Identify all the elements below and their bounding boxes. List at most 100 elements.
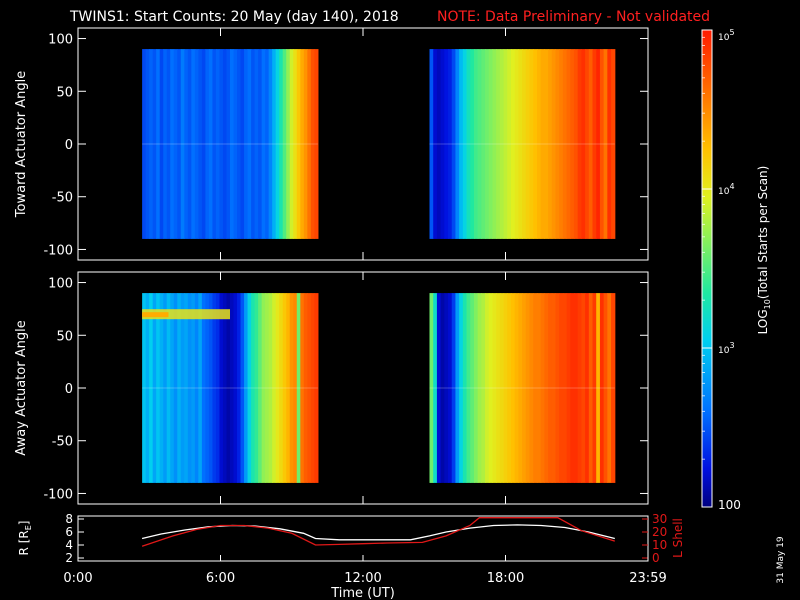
heatmap-cell — [433, 293, 438, 483]
time-axis-label: Time (UT) — [330, 586, 395, 600]
heatmap-cell — [555, 293, 560, 483]
heatmap-cell — [170, 293, 175, 483]
heatmap-cell — [603, 49, 608, 239]
heatmap-cell — [191, 293, 196, 483]
heatmap-cell — [444, 49, 449, 239]
heatmap-cell — [448, 293, 453, 483]
heatmap-zero-line — [429, 143, 615, 145]
heatmap-cell — [596, 293, 601, 483]
heatmap-cell — [293, 49, 298, 239]
heatmap-cell — [611, 293, 616, 483]
orbit-y2label: L Shell — [671, 518, 685, 558]
heatmap-cell — [548, 293, 553, 483]
heatmap-cell — [170, 49, 175, 239]
heatmap-cell — [180, 49, 185, 239]
heatmap-cell — [198, 293, 203, 483]
heatmap-cell — [142, 49, 147, 239]
away-heatmap — [142, 293, 616, 483]
heatmap-cell — [156, 293, 161, 483]
heatmap-cell — [429, 49, 434, 239]
heatmap-cell — [187, 293, 192, 483]
colorbar-tick-exp: 3 — [729, 341, 734, 350]
colorbar-tick-exp: 5 — [729, 28, 734, 37]
heatmap-cell — [279, 49, 284, 239]
heatmap-cell — [300, 293, 305, 483]
heatmap-cell — [499, 49, 505, 239]
heatmap-cell — [559, 293, 564, 483]
heatmap-cell — [603, 293, 608, 483]
heatmap-cell — [588, 293, 594, 483]
lshell-tick-label: 30 — [652, 512, 667, 526]
heatmap-cell — [533, 293, 538, 483]
orbit-ylabel-sub: E — [24, 525, 33, 530]
heatmap-cell — [300, 49, 305, 239]
heatmap-cell — [544, 49, 549, 239]
heatmap-cell — [581, 293, 586, 483]
heatmap-cell — [222, 49, 228, 239]
heatmap-cell — [548, 49, 553, 239]
heatmap-cell — [205, 49, 210, 239]
y-tick-label: -50 — [52, 191, 73, 206]
heatmap-cell — [559, 49, 564, 239]
heatmap-cell — [152, 293, 157, 483]
heatmap-cell — [310, 49, 315, 239]
heatmap-cell — [314, 293, 319, 483]
heatmap-cell — [499, 293, 505, 483]
heatmap-cell — [503, 49, 508, 239]
heatmap-cell — [194, 293, 199, 483]
colorbar-tick-label: 100 — [718, 498, 741, 512]
heatmap-cell — [156, 49, 161, 239]
heatmap-cell — [429, 293, 434, 483]
heatmap-cell — [159, 49, 164, 239]
heatmap-cell — [570, 293, 575, 483]
heatmap-cell — [536, 293, 542, 483]
heatmap-cell — [477, 49, 482, 239]
heatmap-cell — [226, 293, 231, 483]
y-tick-label: 100 — [48, 277, 73, 292]
heatmap-cell — [522, 49, 527, 239]
heatmap-zero-line — [142, 387, 318, 389]
heatmap-cell — [152, 49, 157, 239]
heatmap-cell — [514, 293, 520, 483]
heatmap-cell — [275, 49, 280, 239]
heatmap-cell — [254, 293, 259, 483]
heatmap-cell — [215, 49, 221, 239]
colorbar-gradient — [701, 29, 713, 508]
heatmap-cell — [247, 293, 252, 483]
heatmap-cell — [514, 49, 520, 239]
heatmap-cell — [488, 49, 494, 239]
heatmap-cell — [566, 293, 571, 483]
y-tick-label: 0 — [65, 138, 73, 153]
heatmap-cell — [261, 49, 266, 239]
heatmap-cell — [310, 293, 315, 483]
heatmap-cell — [191, 49, 196, 239]
y-tick-label: 0 — [65, 382, 73, 397]
heatmap-cell — [544, 293, 549, 483]
heatmap-cell — [314, 49, 319, 239]
heatmap-band — [142, 309, 230, 320]
heatmap-cell — [503, 293, 508, 483]
heatmap-cell — [275, 293, 280, 483]
heatmap-cell — [251, 49, 256, 239]
heatmap-cell — [212, 49, 217, 239]
heatmap-cell — [268, 293, 273, 483]
heatmap-cell — [282, 49, 287, 239]
heatmap-cell — [149, 293, 154, 483]
heatmap-cell — [518, 49, 523, 239]
orbit-ylabel-main: R [R — [17, 530, 31, 555]
heatmap-cell — [247, 49, 252, 239]
heatmap-cell — [529, 49, 534, 239]
heatmap-cell — [303, 293, 308, 483]
heatmap-cell — [577, 49, 583, 239]
x-tick-label: 23:59 — [629, 571, 666, 586]
heatmap-cell — [237, 49, 242, 239]
heatmap-cell — [477, 293, 482, 483]
heatmap-cell — [145, 293, 150, 483]
toward-axis: -100 -50 0 50 100 — [43, 28, 649, 260]
heatmap-cell — [525, 293, 531, 483]
x-tick-label: 0:00 — [63, 571, 92, 586]
heatmap-cell — [451, 49, 457, 239]
